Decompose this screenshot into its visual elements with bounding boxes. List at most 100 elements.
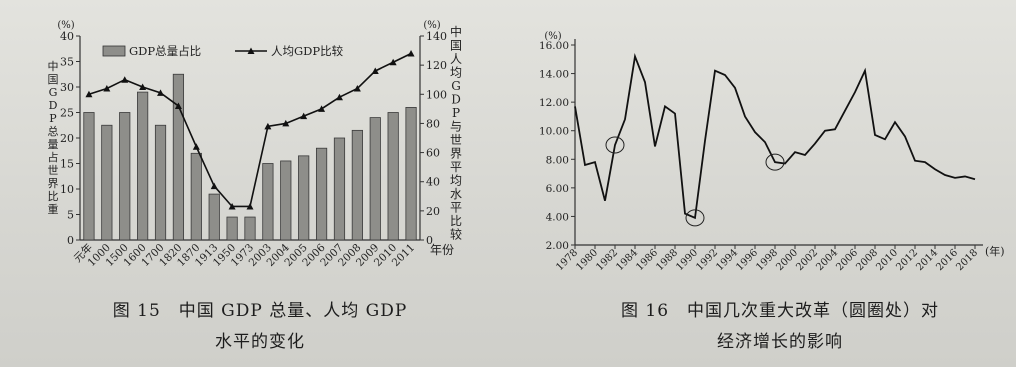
y-tick-label: 14.00 bbox=[539, 69, 569, 81]
right-axis-label-char: 平 bbox=[450, 201, 462, 215]
legend-line-label: 人均GDP比较 bbox=[271, 44, 344, 58]
x-tick-label: 2016 bbox=[934, 247, 960, 273]
left-tick-label: 40 bbox=[60, 30, 74, 43]
right-tick-label: 0 bbox=[426, 234, 433, 247]
gdp-share-bar bbox=[262, 163, 274, 241]
left-axis-label-char: G bbox=[49, 86, 58, 99]
right-axis-label-char: 界 bbox=[450, 147, 462, 161]
gdp-share-bar bbox=[387, 112, 399, 241]
reform-circle bbox=[765, 153, 785, 171]
figure-15-caption: 图 15 中国 GDP 总量、人均 GDP 水平的变化 bbox=[70, 296, 450, 352]
gdp-share-bar bbox=[351, 129, 363, 241]
left-tick-label: 0 bbox=[67, 234, 74, 247]
right-axis-label-char: 中 bbox=[450, 24, 462, 39]
gdp-share-bar bbox=[405, 107, 417, 241]
gdp-share-bar bbox=[101, 124, 113, 241]
left-tick-label: 30 bbox=[60, 81, 74, 94]
left-axis-label-char: 量 bbox=[48, 138, 59, 151]
x-tick-label: 2004 bbox=[814, 247, 840, 273]
figure-16-caption-line1: 图 16 中国几次重大改革（圆圈处）对 bbox=[620, 301, 940, 321]
x-tick-label: 1994 bbox=[714, 247, 740, 273]
right-tick-label: 80 bbox=[426, 117, 440, 130]
per-capita-point bbox=[192, 143, 200, 150]
left-axis-unit: (%) bbox=[57, 20, 74, 31]
reform-circle bbox=[685, 209, 705, 227]
reform-circle bbox=[605, 136, 625, 154]
right-axis-label-char: 均 bbox=[450, 66, 462, 80]
right-axis-label-char: 较 bbox=[450, 227, 462, 242]
per-capita-point bbox=[407, 49, 415, 57]
gdp-share-bar bbox=[369, 117, 381, 241]
right-tick-label: 60 bbox=[426, 147, 440, 160]
figure-16-caption: 图 16 中国几次重大改革（圆圈处）对 经济增长的影响 bbox=[570, 296, 990, 352]
right-axis-label-char: 水 bbox=[450, 187, 462, 201]
right-axis-label-char: 比 bbox=[450, 214, 462, 228]
x-tick-label: 1998 bbox=[754, 247, 780, 273]
gdp-share-bar bbox=[298, 155, 310, 241]
per-capita-point bbox=[85, 90, 93, 98]
y-tick-label: 16.00 bbox=[539, 40, 569, 52]
legend-line-marker bbox=[247, 47, 255, 54]
left-tick-label: 20 bbox=[60, 132, 74, 145]
per-capita-point bbox=[174, 102, 182, 109]
per-capita-point bbox=[210, 182, 218, 190]
y-tick-label: 6.00 bbox=[546, 183, 569, 195]
right-axis-unit: (%) bbox=[423, 20, 440, 31]
per-capita-point bbox=[157, 89, 165, 96]
per-capita-point bbox=[371, 67, 379, 74]
x-tick-label: 2010 bbox=[874, 247, 900, 273]
x-tick-label: 2014 bbox=[914, 247, 940, 273]
gdp-share-bar bbox=[137, 91, 149, 241]
gdp-share-bar bbox=[280, 160, 292, 241]
figure-15-caption-line2: 水平的变化 bbox=[215, 332, 305, 352]
gdp-share-bar bbox=[315, 147, 328, 241]
per-capita-point bbox=[335, 93, 343, 101]
right-axis-label-char: P bbox=[452, 106, 460, 120]
per-capita-point bbox=[246, 202, 254, 210]
figure-15-caption-line1: 图 15 中国 GDP 总量、人均 GDP bbox=[112, 301, 408, 321]
x-axis-title: 年份 bbox=[430, 243, 454, 257]
per-capita-point bbox=[228, 202, 236, 210]
x-tick-label: 2012 bbox=[894, 247, 920, 273]
right-tick-label: 20 bbox=[426, 205, 440, 218]
gdp-share-bar bbox=[244, 216, 256, 241]
right-axis-label-char: 均 bbox=[450, 174, 462, 188]
left-axis-label-char: 世 bbox=[48, 164, 59, 177]
left-axis-label-char: 国 bbox=[48, 73, 59, 86]
left-tick-label: 35 bbox=[60, 56, 74, 69]
x-tick-label: 2008 bbox=[854, 247, 880, 273]
x-tick-label: 2002 bbox=[794, 247, 820, 273]
x-tick-label: 2000 bbox=[774, 247, 800, 273]
left-axis-label-char: 比 bbox=[48, 190, 59, 203]
y-tick-label: 12.00 bbox=[539, 97, 569, 109]
gdp-share-bar bbox=[333, 137, 346, 241]
y-tick-label: 8.00 bbox=[546, 154, 569, 166]
gdp-growth-line bbox=[574, 53, 976, 220]
x-tick-label: 1996 bbox=[734, 247, 760, 273]
x-tick-label: 2018 bbox=[954, 247, 980, 273]
right-axis-label-char: G bbox=[451, 79, 461, 93]
per-capita-point bbox=[300, 112, 308, 120]
left-tick-label: 5 bbox=[67, 209, 74, 222]
left-axis-label-char: 占 bbox=[48, 150, 59, 164]
x-tick-label: 1982 bbox=[594, 247, 620, 273]
right-tick-label: 120 bbox=[426, 59, 447, 72]
legend-bar-swatch bbox=[102, 45, 126, 57]
left-axis-label-char: 总 bbox=[48, 124, 59, 138]
right-axis-label-char: 人 bbox=[450, 52, 462, 66]
x-tick-label: 1990 bbox=[674, 247, 700, 273]
y-axis-unit: (%) bbox=[544, 31, 561, 42]
x-tick-label: 2006 bbox=[834, 247, 860, 273]
right-axis-label-char: D bbox=[451, 93, 461, 107]
per-capita-point bbox=[389, 58, 397, 66]
gdp-share-bar bbox=[119, 112, 131, 241]
gdp-growth-chart: 2.004.006.008.0010.0012.0014.0016.00(%)中… bbox=[539, 31, 1005, 273]
y-tick-label: 10.00 bbox=[539, 126, 569, 138]
left-axis-label-char: P bbox=[49, 112, 57, 125]
left-axis-label-char: 界 bbox=[48, 177, 59, 190]
gdp-share-bar bbox=[172, 73, 185, 241]
per-capita-point bbox=[282, 119, 290, 127]
gdp-share-bar bbox=[190, 152, 202, 241]
gdp-share-bar bbox=[226, 216, 238, 241]
